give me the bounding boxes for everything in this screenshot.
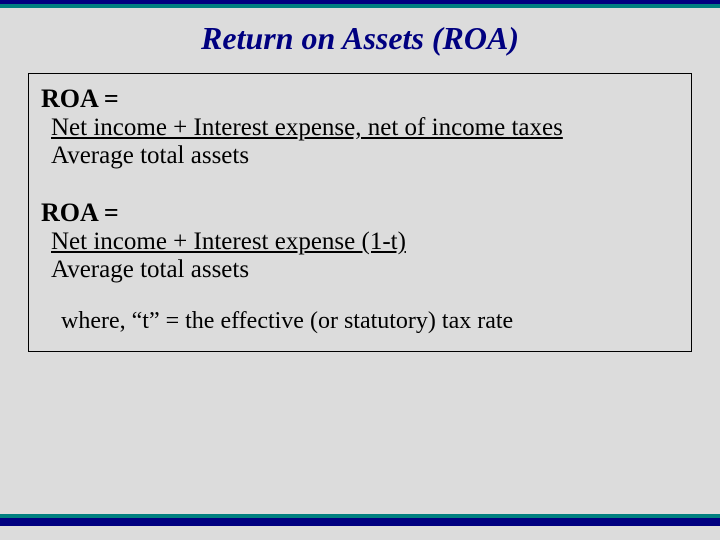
page-title: Return on Assets (ROA) bbox=[0, 8, 720, 65]
bottom-band-row-2 bbox=[0, 518, 720, 526]
formula1-label: ROA = bbox=[41, 84, 679, 114]
bottom-band bbox=[0, 514, 720, 526]
note-line: where, “t” = the effective (or statutory… bbox=[41, 308, 679, 335]
formula2-denominator: Average total assets bbox=[41, 256, 679, 284]
formula2-label: ROA = bbox=[41, 198, 679, 228]
spacer-1 bbox=[41, 170, 679, 198]
formula2-numerator: Net income + Interest expense (1-t) bbox=[41, 228, 679, 256]
formula1-numerator: Net income + Interest expense, net of in… bbox=[41, 114, 679, 142]
top-band bbox=[0, 0, 720, 8]
spacer-2 bbox=[41, 284, 679, 308]
formula1-denominator: Average total assets bbox=[41, 142, 679, 170]
content-box: ROA = Net income + Interest expense, net… bbox=[28, 73, 692, 352]
